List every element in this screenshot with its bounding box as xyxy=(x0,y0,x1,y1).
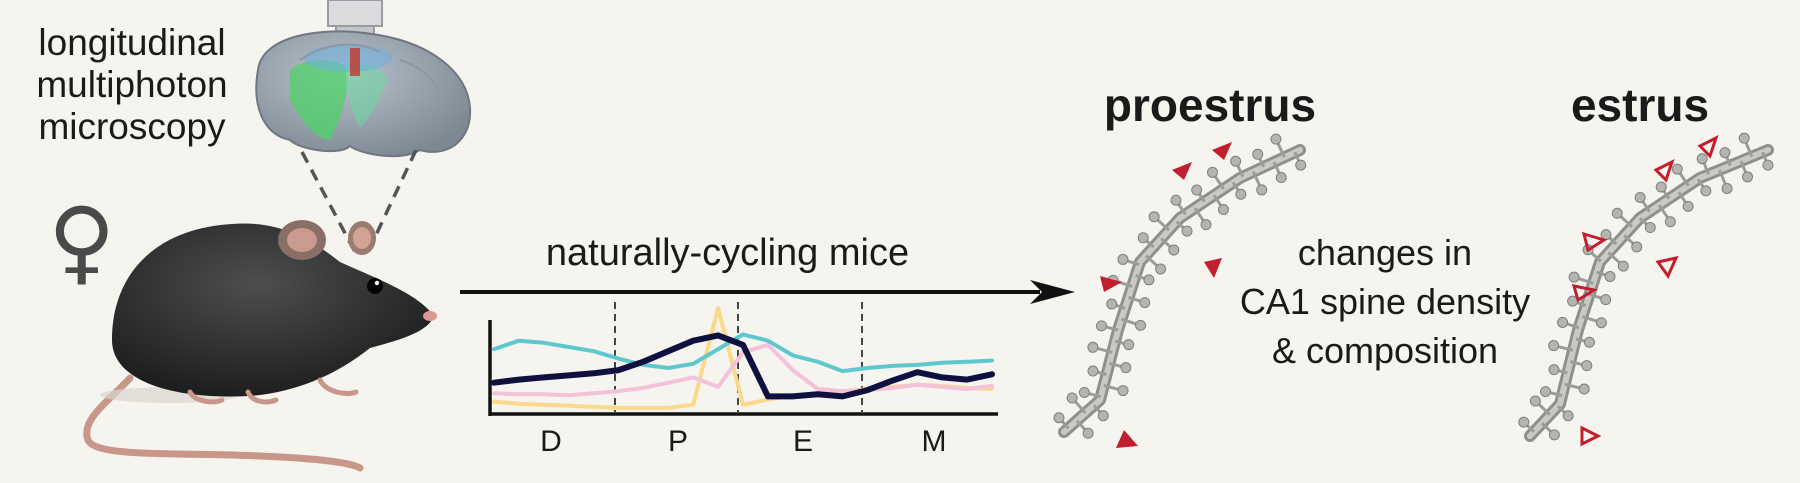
arrow-label: naturally-cycling mice xyxy=(545,232,910,274)
finding-label: changes in CA1 spine density & compositi… xyxy=(1210,228,1560,375)
method-line: microscopy xyxy=(38,106,226,147)
method-line: multiphoton xyxy=(36,64,228,105)
finding-line: & composition xyxy=(1271,330,1499,371)
hormone-chart-lines xyxy=(491,306,995,410)
phase-label: E xyxy=(792,425,813,458)
stage-title-estrus: estrus xyxy=(1570,79,1710,131)
brain-icon xyxy=(255,30,472,158)
cycle-chart-frame xyxy=(488,302,998,416)
mouse-icon xyxy=(83,220,437,472)
dendrite-estrus-icon xyxy=(1518,132,1774,442)
phase-label: D xyxy=(540,425,562,458)
stage-title-proestrus: proestrus xyxy=(1103,79,1317,131)
chart-series-line xyxy=(491,332,995,400)
chart-series-line xyxy=(492,306,994,410)
method-line: longitudinal xyxy=(38,22,226,63)
finding-line: CA1 spine density xyxy=(1239,281,1531,322)
spine-markers-open xyxy=(1571,135,1719,447)
timeline-arrow xyxy=(460,280,1075,304)
phase-label: M xyxy=(921,425,947,458)
chart-series-line xyxy=(492,332,994,374)
female-symbol: ♀ xyxy=(48,188,116,295)
dendrite-proestrus-icon xyxy=(1053,133,1307,439)
spine-markers-filled xyxy=(1100,142,1232,448)
finding-line: changes in xyxy=(1297,232,1473,273)
phase-label: P xyxy=(667,425,688,458)
method-label: longitudinal multiphoton microscopy xyxy=(18,22,246,148)
chart-series-line xyxy=(492,342,994,398)
